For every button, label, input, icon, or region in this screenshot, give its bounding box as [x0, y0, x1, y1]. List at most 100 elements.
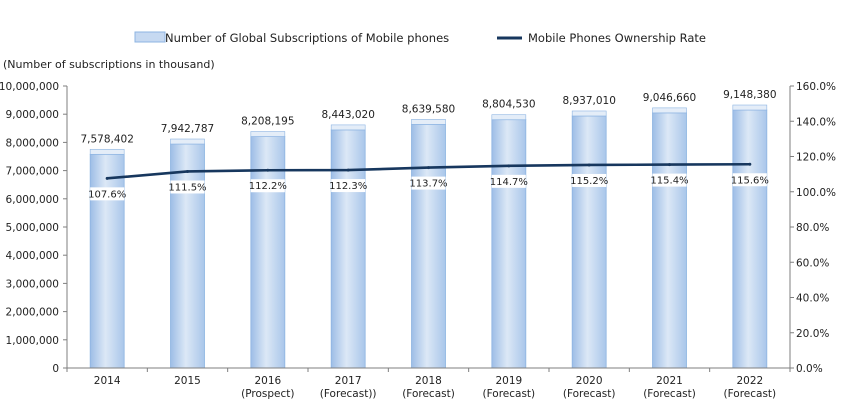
unit-note: (Number of subscriptions in thousand)	[3, 58, 215, 71]
bar-top	[411, 119, 446, 125]
x-tick-label: 2022	[736, 375, 763, 387]
left-tick-label: 8,000,000	[6, 137, 59, 149]
x-axis-labels: 2014 2015 2016(Prospect) 2017(Forecast)) 201…	[66, 368, 791, 400]
line-point	[507, 164, 511, 168]
line-label-bg	[411, 176, 446, 190]
line-value-label: 112.3%	[329, 181, 367, 192]
legend-bar-swatch	[134, 31, 166, 43]
line-value-label: 111.5%	[168, 182, 206, 193]
line-value-label: 107.6%	[88, 189, 126, 200]
left-tick-label: 1,000,000	[6, 335, 59, 347]
x-tick-sublabel: (Forecast)	[402, 388, 455, 400]
left-tick-label: 7,000,000	[6, 166, 59, 178]
x-tick-label: 2017	[335, 375, 362, 387]
right-axis: 0.0% 20.0% 40.0% 60.0% 80.0% 100.0% 120.0% 140.…	[790, 81, 836, 375]
x-tick-label: 2015	[174, 375, 201, 387]
right-tick-label: 160.0%	[796, 81, 836, 93]
line-value-label: 113.7%	[409, 179, 447, 190]
right-tick-label: 100.0%	[796, 187, 836, 199]
x-tick-label: 2014	[94, 375, 121, 387]
line-label-bg	[652, 173, 687, 187]
line-value-label: 115.2%	[570, 176, 608, 187]
bar-top	[571, 110, 607, 117]
line-label-bg	[170, 180, 205, 194]
line-point	[748, 162, 752, 166]
x-tick-sublabel: (Forecast)	[643, 388, 696, 400]
left-tick-label: 0	[52, 363, 59, 375]
bar	[170, 143, 205, 369]
bar	[652, 112, 687, 369]
left-tick-label: 5,000,000	[6, 222, 59, 234]
left-tick-label: 6,000,000	[6, 194, 59, 206]
legend: Number of Global Subscriptions of Mobile…	[134, 31, 706, 45]
x-tick-label: 2019	[495, 375, 522, 387]
left-tick-label: 9,000,000	[6, 109, 59, 121]
left-tick-label: 2,000,000	[6, 307, 59, 319]
right-tick-label: 120.0%	[796, 152, 836, 164]
right-tick-label: 0.0%	[796, 363, 823, 375]
bar	[571, 115, 607, 369]
x-tick-sublabel: (Forecast)	[724, 388, 777, 400]
bar-value-label: 8,639,580	[402, 103, 455, 115]
x-tick-sublabel: (Forecast)	[483, 388, 536, 400]
bar-value-label: 9,148,380	[723, 89, 776, 101]
bar-top	[250, 131, 286, 137]
right-tick-label: 140.0%	[796, 116, 836, 128]
left-axis: 0 1,000,000 2,000,000 3,000,000 4,000,000 5,0…	[0, 81, 67, 375]
right-tick-label: 80.0%	[796, 222, 829, 234]
bar-top	[732, 104, 768, 111]
bar-value-label: 8,208,195	[241, 116, 294, 128]
bar-top	[170, 138, 205, 145]
line-value-label: 112.2%	[249, 181, 287, 192]
line-labels: 107.6% 111.5% 112.2% 112.3% 113.7% 114.7% 115.…	[88, 173, 769, 201]
ownership-line-group	[105, 162, 752, 180]
bar-top	[491, 114, 527, 121]
line-label-bg	[732, 173, 767, 187]
line-point	[105, 176, 109, 180]
x-tick-sublabel: (Forecast))	[320, 388, 377, 400]
x-tick-label: 2016	[254, 375, 281, 387]
bar-value-label: 7,578,402	[80, 133, 133, 145]
axes	[66, 86, 791, 369]
bar-value-label: 8,937,010	[562, 95, 615, 107]
x-tick-label: 2021	[656, 375, 683, 387]
bar-value-label: 8,443,020	[321, 109, 374, 121]
bar	[89, 153, 125, 369]
right-tick-label: 60.0%	[796, 257, 829, 269]
line-label-bg	[491, 174, 526, 188]
legend-bar-label: Number of Global Subscriptions of Mobile…	[165, 31, 449, 45]
bar	[732, 109, 768, 369]
legend-line-label: Mobile Phones Ownership Rate	[528, 31, 706, 45]
line-label-bg	[90, 187, 125, 201]
line-point	[266, 168, 270, 172]
line-point	[427, 166, 430, 170]
bar-top	[330, 124, 366, 131]
x-tick-label: 2018	[415, 375, 442, 387]
line-point	[346, 168, 350, 172]
left-tick-label: 3,000,000	[6, 278, 59, 290]
left-tick-label: 4,000,000	[6, 250, 59, 262]
left-tick-label: 10,000,000	[0, 81, 59, 93]
line-value-label: 115.6%	[731, 175, 769, 186]
bar	[411, 123, 446, 369]
x-tick-sublabel: (Forecast)	[563, 388, 616, 400]
bar-top	[652, 107, 687, 114]
bar-value-label: 8,804,530	[482, 99, 535, 111]
line-value-label: 114.7%	[490, 177, 528, 188]
bar-value-label: 7,942,787	[161, 123, 214, 135]
line-label-bg	[572, 173, 607, 187]
x-tick-sublabel: (Prospect)	[241, 388, 294, 400]
bar-value-label: 9,046,660	[643, 92, 696, 104]
bar-labels: 7,578,402 7,942,787 8,208,195 8,443,020 8,63…	[80, 89, 776, 145]
line-label-bg	[250, 179, 285, 193]
line-point	[587, 163, 591, 167]
line-value-label: 115.4%	[650, 176, 688, 187]
right-tick-label: 40.0%	[796, 293, 829, 305]
bar	[250, 136, 286, 369]
bars	[89, 104, 768, 369]
bar	[330, 129, 366, 369]
bar	[491, 119, 527, 369]
line-point	[668, 163, 671, 167]
bar-top	[89, 148, 125, 155]
